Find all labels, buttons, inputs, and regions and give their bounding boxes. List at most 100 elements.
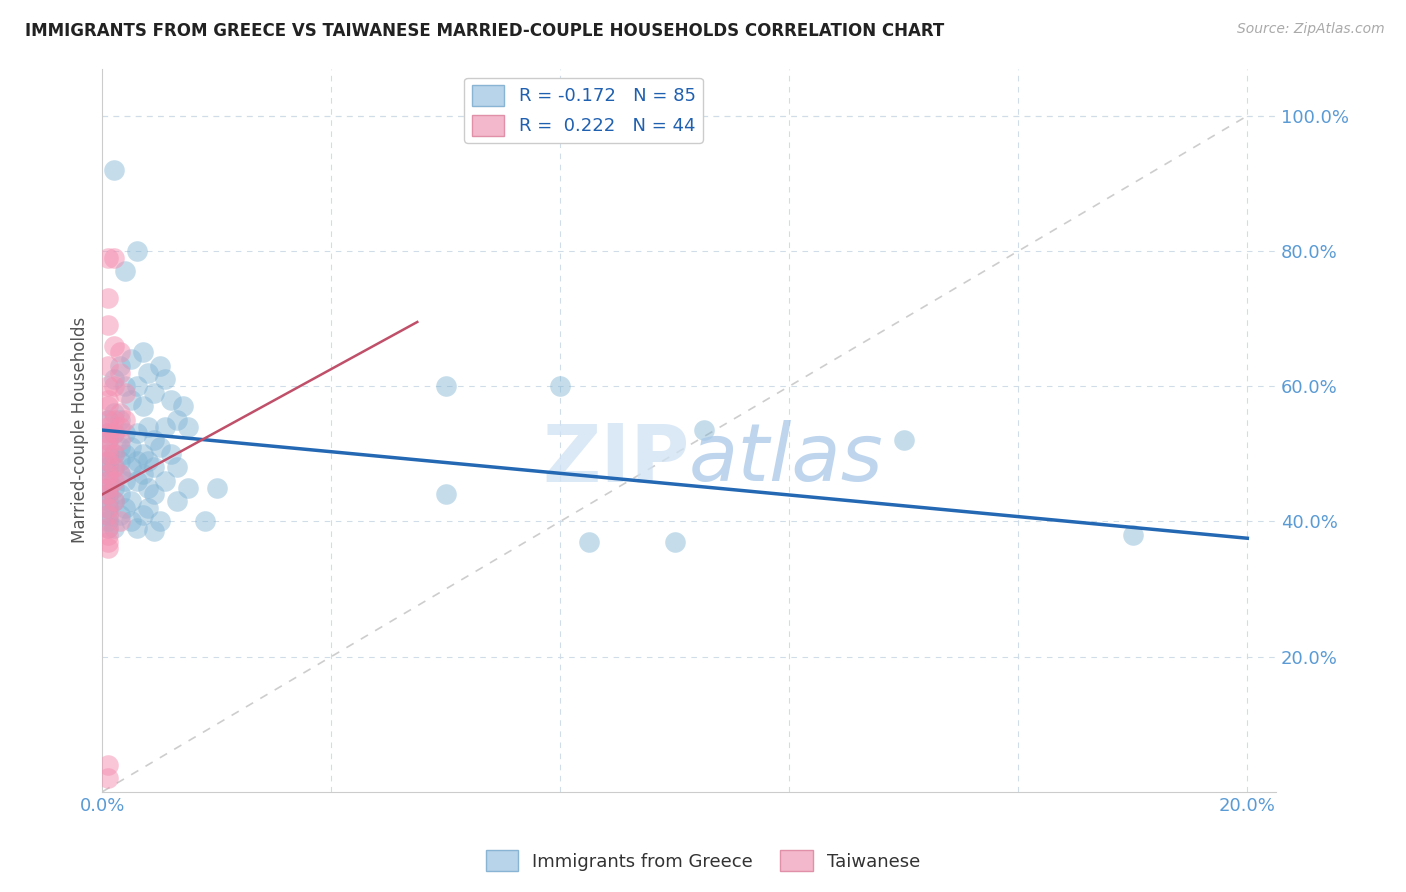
Text: IMMIGRANTS FROM GREECE VS TAIWANESE MARRIED-COUPLE HOUSEHOLDS CORRELATION CHART: IMMIGRANTS FROM GREECE VS TAIWANESE MARR… [25, 22, 945, 40]
Point [97, 400, 120, 414]
Point [108, 359, 131, 373]
Point [97, 426, 120, 441]
Point [97, 318, 120, 333]
Point [97, 474, 120, 488]
Legend: Immigrants from Greece, Taiwanese: Immigrants from Greece, Taiwanese [478, 843, 928, 879]
Point [97, 771, 120, 785]
Point [103, 372, 125, 386]
Point [103, 379, 125, 393]
Point [97, 426, 120, 441]
Point [97, 481, 120, 495]
Point [97, 413, 120, 427]
Point [131, 447, 153, 461]
Point [108, 514, 131, 528]
Point [103, 460, 125, 475]
Point [893, 434, 915, 448]
Point [97, 453, 120, 467]
Point [97, 508, 120, 522]
Point [177, 481, 200, 495]
Point [108, 419, 131, 434]
Point [194, 514, 217, 528]
Point [97, 392, 120, 407]
Point [120, 494, 142, 508]
Point [166, 460, 188, 475]
Text: Source: ZipAtlas.com: Source: ZipAtlas.com [1237, 22, 1385, 37]
Point [114, 426, 136, 441]
Point [103, 413, 125, 427]
Point [108, 345, 131, 359]
Point [97, 508, 120, 522]
Point [103, 460, 125, 475]
Point [103, 406, 125, 420]
Point [149, 440, 172, 454]
Point [160, 447, 183, 461]
Point [155, 419, 177, 434]
Point [103, 481, 125, 495]
Point [103, 494, 125, 508]
Point [114, 474, 136, 488]
Point [97, 521, 120, 535]
Point [120, 514, 142, 528]
Point [125, 379, 148, 393]
Point [97, 453, 120, 467]
Point [172, 400, 194, 414]
Point [97, 494, 120, 508]
Point [120, 392, 142, 407]
Point [97, 474, 120, 488]
Point [97, 487, 120, 501]
Point [114, 379, 136, 393]
Point [97, 291, 120, 305]
Point [97, 521, 120, 535]
Point [131, 467, 153, 481]
Point [142, 487, 165, 501]
Point [125, 244, 148, 258]
Point [136, 500, 159, 515]
Point [1122, 528, 1144, 542]
Point [664, 534, 686, 549]
Point [692, 423, 714, 437]
Point [103, 251, 125, 265]
Y-axis label: Married-couple Households: Married-couple Households [72, 317, 89, 543]
Point [155, 372, 177, 386]
Point [166, 494, 188, 508]
Point [142, 524, 165, 539]
Point [97, 500, 120, 515]
Point [97, 757, 120, 772]
Point [142, 386, 165, 401]
Text: atlas: atlas [689, 420, 884, 498]
Point [125, 453, 148, 467]
Point [434, 487, 457, 501]
Point [97, 413, 120, 427]
Point [103, 426, 125, 441]
Point [97, 514, 120, 528]
Point [550, 379, 572, 393]
Point [131, 345, 153, 359]
Point [142, 434, 165, 448]
Point [97, 481, 120, 495]
Point [120, 440, 142, 454]
Point [97, 534, 120, 549]
Point [131, 400, 153, 414]
Legend: R = -0.172   N = 85, R =  0.222   N = 44: R = -0.172 N = 85, R = 0.222 N = 44 [464, 78, 703, 143]
Point [131, 508, 153, 522]
Point [114, 447, 136, 461]
Point [108, 413, 131, 427]
Point [108, 406, 131, 420]
Point [108, 366, 131, 380]
Point [108, 434, 131, 448]
Point [97, 467, 120, 481]
Point [97, 500, 120, 515]
Point [120, 352, 142, 367]
Point [166, 413, 188, 427]
Point [97, 379, 120, 393]
Point [103, 474, 125, 488]
Point [108, 440, 131, 454]
Text: ZIP: ZIP [541, 420, 689, 498]
Point [114, 386, 136, 401]
Point [97, 419, 120, 434]
Point [120, 460, 142, 475]
Point [97, 487, 120, 501]
Point [97, 251, 120, 265]
Point [108, 453, 131, 467]
Point [103, 338, 125, 352]
